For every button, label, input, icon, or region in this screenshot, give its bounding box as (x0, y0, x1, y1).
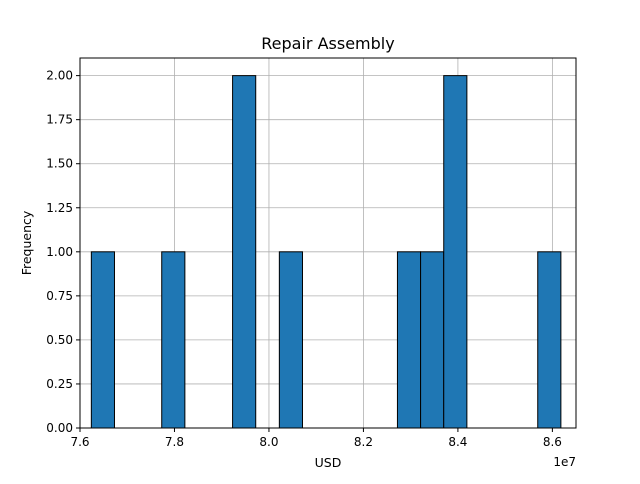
y-tick-label: 0.50 (46, 333, 73, 347)
histogram-bar (90, 251, 115, 429)
y-tick-label: 1.75 (46, 113, 73, 127)
y-tick-label: 0.00 (46, 421, 73, 435)
y-axis-label: Frequency (19, 210, 34, 275)
histogram-bar (232, 75, 257, 429)
x-tick-label: 8.6 (543, 435, 562, 449)
axis-ticks: 7.6 7.8 8.0 8.2 8.4 8.6 0.00 0.25 0.50 0.75 1.00 1.… (46, 69, 562, 449)
histogram-bar (443, 75, 468, 429)
histogram-bar (396, 251, 422, 429)
chart-title: Repair Assembly (261, 34, 394, 53)
y-tick-label: 1.00 (46, 245, 73, 259)
x-tick-label: 8.2 (354, 435, 373, 449)
x-tick-label: 7.6 (70, 435, 89, 449)
histogram-bar (161, 251, 186, 429)
x-tick-label: 8.0 (259, 435, 278, 449)
y-tick-label: 0.75 (46, 289, 73, 303)
y-tick-label: 0.25 (46, 377, 73, 391)
plot-frame (79, 57, 577, 429)
x-tick-label: 7.8 (165, 435, 184, 449)
y-tick-label: 2.00 (46, 69, 73, 83)
histogram-bar (420, 251, 445, 429)
x-tick-label: 8.4 (448, 435, 467, 449)
x-axis-offset-label: 1e7 (553, 455, 576, 469)
y-tick-label: 1.25 (46, 201, 73, 215)
y-tick-label: 1.50 (46, 157, 73, 171)
x-axis-label: USD (315, 455, 342, 470)
histogram-bar (278, 251, 303, 429)
histogram-bar (537, 251, 562, 429)
